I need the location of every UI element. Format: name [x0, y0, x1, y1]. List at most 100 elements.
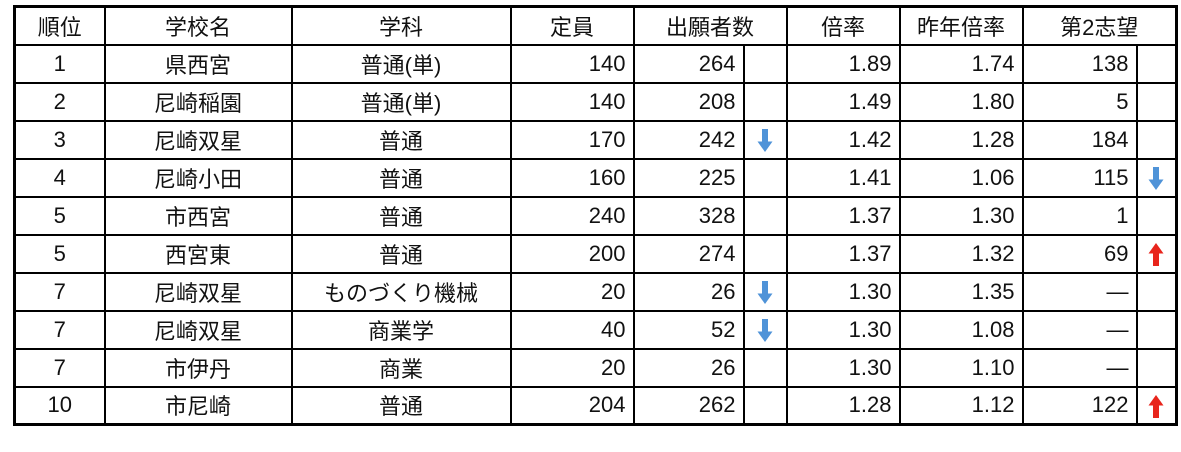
cell-second-choice: ― — [1021, 271, 1138, 312]
cell-rank: 5 — [13, 233, 106, 274]
applicants-trend-arrow-icon — [742, 119, 788, 160]
cell-last-year-ratio: 1.30 — [898, 195, 1024, 236]
cell-school-name: 尼崎双星 — [103, 119, 293, 160]
table-row: 10 市尼崎 普通 204 262 1.28 1.12 122 — [13, 385, 1178, 426]
cell-capacity: 160 — [509, 157, 635, 198]
cell-department: 普通 — [290, 385, 512, 426]
applicants-trend-arrow-icon — [742, 309, 788, 350]
cell-applicants: 242 — [632, 119, 745, 160]
cell-rank: 1 — [13, 43, 106, 84]
applicants-trend-arrow-icon — [742, 385, 788, 426]
table-body: 1 県西宮 普通(単) 140 264 1.89 1.74 138 2 尼崎稲園… — [13, 43, 1178, 426]
header-ratio: 倍率 — [785, 5, 901, 46]
second-choice-trend-arrow-icon — [1135, 385, 1178, 426]
cell-rank: 4 — [13, 157, 106, 198]
cell-second-choice: ― — [1021, 309, 1138, 350]
down-arrow-icon — [757, 319, 773, 343]
header-second-choice: 第2志望 — [1021, 5, 1178, 46]
up-arrow-icon — [1148, 394, 1164, 418]
table-row: 7 市伊丹 商業 20 26 1.30 1.10 ― — [13, 347, 1178, 388]
cell-second-choice: 1 — [1021, 195, 1138, 236]
cell-ratio: 1.30 — [785, 347, 901, 388]
cell-second-choice: 184 — [1021, 119, 1138, 160]
cell-rank: 3 — [13, 119, 106, 160]
cell-ratio: 1.30 — [785, 271, 901, 312]
ranking-table-container: 順位 学校名 学科 定員 出願者数 倍率 昨年倍率 第2志望 1 県西宮 普通(… — [13, 5, 1178, 426]
table-row: 1 県西宮 普通(単) 140 264 1.89 1.74 138 — [13, 43, 1178, 84]
cell-school-name: 西宮東 — [103, 233, 293, 274]
cell-capacity: 20 — [509, 347, 635, 388]
cell-department: 普通 — [290, 157, 512, 198]
cell-last-year-ratio: 1.12 — [898, 385, 1024, 426]
table-row: 5 市西宮 普通 240 328 1.37 1.30 1 — [13, 195, 1178, 236]
cell-capacity: 140 — [509, 81, 635, 122]
cell-last-year-ratio: 1.80 — [898, 81, 1024, 122]
cell-department: 商業学 — [290, 309, 512, 350]
second-choice-trend-arrow-icon — [1135, 271, 1178, 312]
cell-rank: 7 — [13, 309, 106, 350]
cell-last-year-ratio: 1.10 — [898, 347, 1024, 388]
table-row: 7 尼崎双星 商業学 40 52 1.30 1.08 ― — [13, 309, 1178, 350]
cell-ratio: 1.28 — [785, 385, 901, 426]
cell-capacity: 240 — [509, 195, 635, 236]
down-arrow-icon — [757, 129, 773, 153]
cell-rank: 10 — [13, 385, 106, 426]
header-department: 学科 — [290, 5, 512, 46]
cell-ratio: 1.89 — [785, 43, 901, 84]
second-choice-trend-arrow-icon — [1135, 157, 1178, 198]
cell-second-choice: 5 — [1021, 81, 1138, 122]
cell-school-name: 県西宮 — [103, 43, 293, 84]
cell-ratio: 1.30 — [785, 309, 901, 350]
cell-last-year-ratio: 1.06 — [898, 157, 1024, 198]
second-choice-trend-arrow-icon — [1135, 195, 1178, 236]
cell-department: 普通 — [290, 233, 512, 274]
header-school: 学校名 — [103, 5, 293, 46]
applicants-trend-arrow-icon — [742, 347, 788, 388]
cell-applicants: 264 — [632, 43, 745, 84]
second-choice-trend-arrow-icon — [1135, 81, 1178, 122]
cell-applicants: 26 — [632, 271, 745, 312]
cell-capacity: 140 — [509, 43, 635, 84]
cell-ratio: 1.49 — [785, 81, 901, 122]
second-choice-trend-arrow-icon — [1135, 347, 1178, 388]
cell-school-name: 市伊丹 — [103, 347, 293, 388]
cell-last-year-ratio: 1.28 — [898, 119, 1024, 160]
cell-department: 普通 — [290, 195, 512, 236]
header-rank: 順位 — [13, 5, 106, 46]
cell-capacity: 200 — [509, 233, 635, 274]
cell-school-name: 尼崎稲園 — [103, 81, 293, 122]
cell-applicants: 262 — [632, 385, 745, 426]
cell-department: 商業 — [290, 347, 512, 388]
second-choice-trend-arrow-icon — [1135, 309, 1178, 350]
cell-second-choice: 69 — [1021, 233, 1138, 274]
table-row: 3 尼崎双星 普通 170 242 1.42 1.28 184 — [13, 119, 1178, 160]
table-row: 4 尼崎小田 普通 160 225 1.41 1.06 115 — [13, 157, 1178, 198]
cell-applicants: 274 — [632, 233, 745, 274]
cell-rank: 2 — [13, 81, 106, 122]
cell-last-year-ratio: 1.08 — [898, 309, 1024, 350]
cell-capacity: 204 — [509, 385, 635, 426]
applicants-trend-arrow-icon — [742, 195, 788, 236]
cell-school-name: 尼崎双星 — [103, 271, 293, 312]
second-choice-trend-arrow-icon — [1135, 233, 1178, 274]
header-applicants: 出願者数 — [632, 5, 788, 46]
cell-capacity: 20 — [509, 271, 635, 312]
cell-applicants: 26 — [632, 347, 745, 388]
cell-ratio: 1.41 — [785, 157, 901, 198]
cell-last-year-ratio: 1.35 — [898, 271, 1024, 312]
cell-applicants: 208 — [632, 81, 745, 122]
cell-second-choice: 122 — [1021, 385, 1138, 426]
table-row: 7 尼崎双星 ものづくり機械 20 26 1.30 1.35 ― — [13, 271, 1178, 312]
header-capacity: 定員 — [509, 5, 635, 46]
cell-department: 普通(単) — [290, 81, 512, 122]
cell-ratio: 1.42 — [785, 119, 901, 160]
cell-school-name: 市西宮 — [103, 195, 293, 236]
applicants-trend-arrow-icon — [742, 233, 788, 274]
cell-applicants: 328 — [632, 195, 745, 236]
second-choice-trend-arrow-icon — [1135, 43, 1178, 84]
cell-department: 普通 — [290, 119, 512, 160]
header-row: 順位 学校名 学科 定員 出願者数 倍率 昨年倍率 第2志望 — [13, 5, 1178, 46]
applicants-trend-arrow-icon — [742, 157, 788, 198]
cell-rank: 7 — [13, 347, 106, 388]
applicants-trend-arrow-icon — [742, 271, 788, 312]
